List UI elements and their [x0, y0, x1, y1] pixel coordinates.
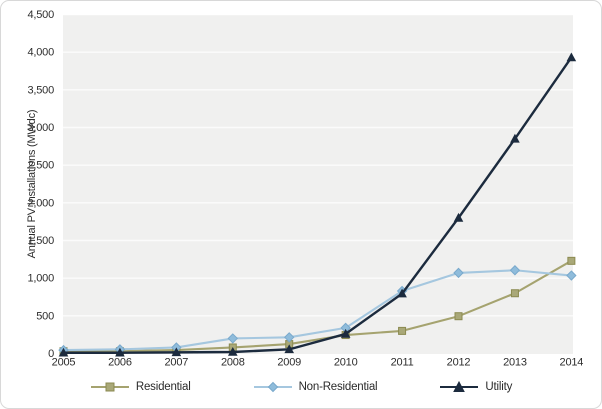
- square-marker-icon: [398, 326, 407, 335]
- diamond-marker-icon: [566, 270, 577, 281]
- legend: Residential Non-Residential Utility: [1, 377, 601, 397]
- x-tick-label: 2013: [503, 357, 527, 369]
- triangle-marker-icon: [340, 328, 351, 338]
- triangle-marker-icon: [284, 344, 295, 354]
- legend-label: Residential: [135, 381, 191, 393]
- diamond-marker-icon: [284, 332, 295, 343]
- triangle-marker-icon: [510, 133, 520, 143]
- legend-item-utility: Utility: [439, 381, 512, 393]
- x-tick-label: 2012: [447, 357, 471, 369]
- legend-item-non-residential: Non-Residential: [253, 381, 378, 393]
- series-line-utility: [63, 56, 573, 354]
- x-tick-label: 2006: [108, 357, 132, 369]
- series-line-non-residential: [63, 269, 572, 352]
- y-tick-label: 4,000: [27, 47, 54, 59]
- diamond-marker-icon: [253, 381, 292, 393]
- y-tick-label: 1,000: [27, 273, 54, 285]
- diamond-marker-icon: [509, 265, 521, 276]
- square-marker-icon: [454, 312, 463, 321]
- y-tick-label: 3,500: [27, 84, 54, 96]
- plot-area: [63, 15, 573, 354]
- y-tick-label: 0: [48, 348, 54, 360]
- y-tick-label: 4,500: [27, 9, 54, 21]
- series-line-residential: [63, 259, 572, 353]
- y-tick-label: 3,000: [27, 122, 54, 134]
- triangle-marker-icon: [227, 346, 238, 356]
- square-marker-icon: [567, 256, 576, 265]
- x-tick-label: 2011: [391, 357, 414, 369]
- y-tick-label: 2,500: [27, 160, 54, 172]
- triangle-marker-icon: [453, 212, 464, 222]
- triangle-marker-icon: [115, 347, 125, 357]
- triangle-marker-icon: [58, 347, 69, 357]
- x-tick-label: 2005: [52, 357, 76, 369]
- x-tick-label: 2010: [334, 357, 358, 369]
- diamond-marker-icon: [453, 267, 464, 279]
- legend-label: Utility: [485, 381, 513, 393]
- x-tick-label: 2007: [165, 357, 189, 369]
- x-tick-label: 2014: [560, 357, 584, 369]
- triangle-marker-icon: [566, 52, 577, 62]
- square-marker-icon: [510, 289, 519, 298]
- square-marker-icon: [90, 382, 129, 392]
- diamond-marker-icon: [227, 333, 238, 344]
- y-tick-label: 500: [36, 310, 54, 322]
- y-tick-label: 1,500: [27, 235, 54, 247]
- y-axis-title: Annual PV Installations (MWdc): [26, 110, 38, 259]
- y-tick-label: 2,000: [27, 197, 54, 209]
- legend-item-residential: Residential: [90, 381, 191, 393]
- triangle-marker-icon: [440, 381, 479, 392]
- legend-label: Non-Residential: [298, 381, 378, 393]
- triangle-marker-icon: [171, 347, 182, 357]
- x-tick-label: 2008: [221, 357, 245, 369]
- triangle-marker-icon: [397, 288, 407, 298]
- x-tick-label: 2009: [277, 357, 301, 369]
